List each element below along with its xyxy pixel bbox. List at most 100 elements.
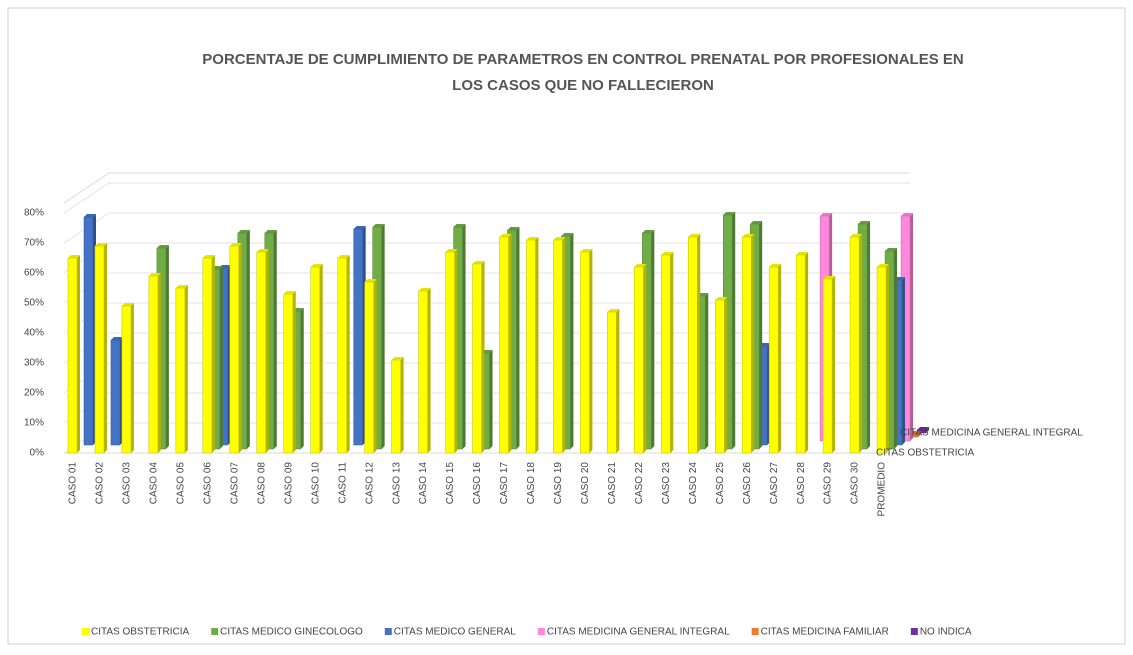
x-tick-label: CASO 03	[122, 462, 133, 505]
bar-top	[858, 221, 871, 224]
bar	[364, 281, 374, 454]
bar-side	[910, 213, 914, 441]
bar-side	[670, 252, 674, 453]
legend-label: CITAS MEDICO GENERAL	[394, 627, 516, 638]
legend-label: CITAS OBSTETRICIA	[91, 627, 189, 638]
legend-label: CITAS MEDICO GINECOLOGO	[220, 627, 363, 638]
x-tick-label: CASO 07	[229, 462, 240, 505]
x-tick-label: CASO 25	[715, 462, 726, 505]
bar	[310, 266, 320, 454]
x-tick-label: CASO 02	[95, 462, 106, 505]
bar-top	[148, 273, 161, 276]
bar	[661, 254, 671, 454]
bar	[337, 257, 347, 454]
legend-label: NO INDICA	[920, 627, 972, 638]
bar-side	[300, 308, 304, 449]
bar-top	[901, 213, 914, 216]
bar	[110, 339, 121, 446]
bar-top	[885, 248, 898, 251]
x-tick-label: CASO 27	[769, 462, 780, 505]
bar-side	[751, 234, 755, 453]
x-tick-label: CASO 21	[607, 462, 618, 505]
x-tick-label: CASO 09	[283, 462, 294, 505]
bar	[526, 239, 536, 454]
bar	[553, 239, 563, 454]
bar-side	[616, 309, 620, 453]
bar	[472, 263, 482, 454]
y-tick-label: 10%	[24, 418, 44, 429]
bar-side	[265, 249, 269, 453]
bar-side	[651, 230, 655, 449]
x-tick-label: CASO 14	[418, 462, 429, 505]
bar-top	[715, 297, 728, 300]
bar-top	[553, 237, 566, 240]
legend-swatch	[384, 628, 392, 635]
bar	[121, 305, 132, 454]
bar-top	[742, 234, 755, 237]
bar-top	[561, 233, 574, 236]
depth-label: CITAS OBSTETRICIA	[876, 448, 974, 459]
bar-top	[264, 230, 277, 233]
x-tick-label: CASO 08	[256, 462, 267, 505]
bar-top	[526, 237, 539, 240]
x-tick-label: CASO 04	[149, 462, 160, 505]
bar-side	[516, 227, 520, 449]
bar-side	[219, 266, 223, 449]
bar-top	[337, 255, 350, 258]
bar-side	[643, 264, 647, 453]
bar-top	[256, 249, 269, 252]
wall-edge	[63, 172, 110, 204]
bar-top	[723, 212, 736, 215]
bar-side	[832, 276, 836, 453]
bar-side	[589, 249, 593, 453]
x-tick-label: CASO 12	[364, 462, 375, 505]
bar	[714, 299, 725, 454]
bar	[391, 359, 401, 454]
bar-side	[157, 273, 161, 453]
bar	[822, 278, 833, 454]
bar-side	[705, 293, 709, 449]
bar-top	[110, 337, 123, 340]
bar-top	[507, 227, 520, 230]
bar-top	[84, 214, 96, 217]
bar-side	[918, 431, 922, 437]
bar-side	[481, 261, 485, 453]
x-tick-label: CASO 13	[391, 462, 402, 505]
bar-top	[229, 243, 242, 246]
bar-top	[580, 249, 593, 252]
bar-top	[364, 279, 377, 282]
bar	[741, 236, 752, 454]
bar	[876, 266, 887, 454]
bar-side	[859, 234, 863, 453]
bar-top	[796, 252, 809, 255]
x-tick-label: CASO 24	[688, 462, 699, 505]
x-tick-label: CASO 28	[796, 462, 807, 505]
bar-top	[634, 264, 647, 267]
bar-side	[346, 255, 350, 453]
bar-top	[202, 255, 215, 258]
x-tick-label: CASO 01	[68, 462, 79, 505]
y-tick-label: 30%	[24, 358, 44, 369]
bar-top	[121, 303, 134, 306]
x-tick-label: CASO 17	[499, 462, 510, 505]
bar-side	[732, 212, 736, 449]
bar-top	[607, 309, 620, 312]
bar-side	[902, 277, 906, 445]
bar-side	[184, 285, 188, 453]
x-tick-label: CASO 18	[526, 462, 537, 505]
bar	[634, 266, 644, 454]
bar-top	[823, 276, 836, 279]
bar-top	[661, 252, 674, 255]
bar-side	[373, 279, 377, 453]
bar-top	[68, 255, 80, 258]
bar-side	[130, 303, 134, 453]
x-tick-label: CASO 30	[850, 462, 861, 505]
bar-top	[750, 221, 763, 224]
x-tick-label: CASO 16	[472, 462, 483, 505]
x-tick-label: CASO 11	[337, 462, 348, 504]
bar	[849, 236, 860, 454]
bar-top	[917, 427, 930, 430]
bar-side	[886, 264, 890, 453]
legend-swatch	[537, 628, 545, 635]
bar-top	[283, 291, 296, 294]
